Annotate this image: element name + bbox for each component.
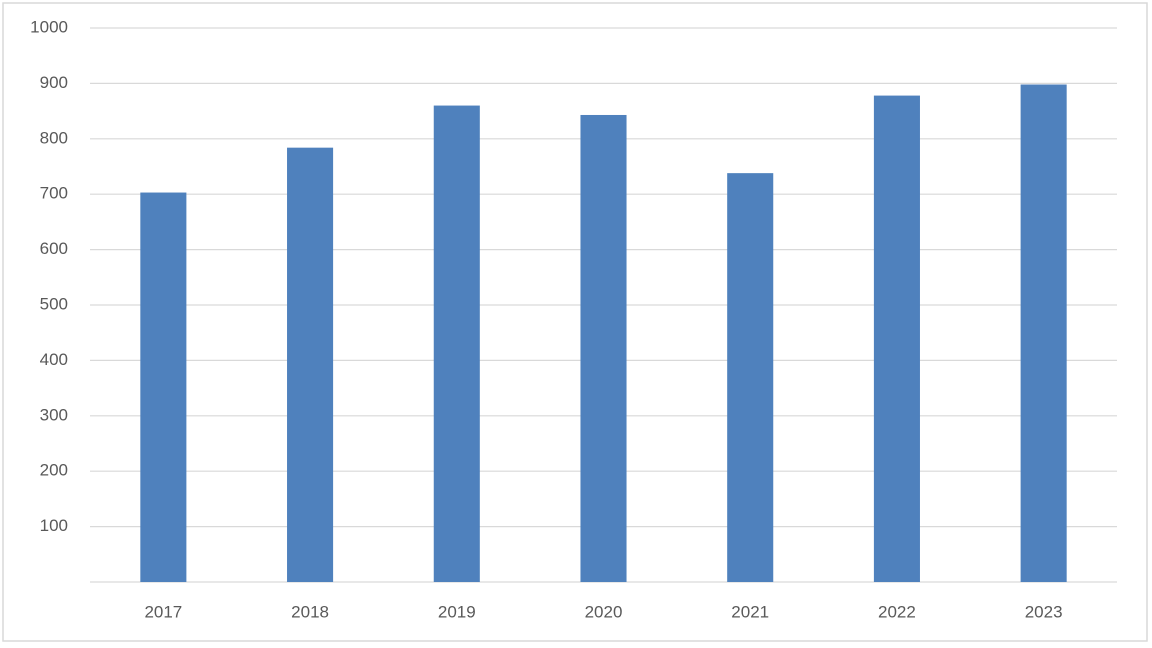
bar (727, 173, 774, 582)
x-tick-label: 2017 (144, 602, 182, 621)
y-tick-label: 100 (40, 516, 68, 535)
y-tick-label: 1000 (30, 17, 68, 36)
y-tick-label: 900 (40, 73, 68, 92)
y-tick-label: 800 (40, 128, 68, 147)
bar (1020, 84, 1067, 583)
y-tick-label: 200 (40, 461, 68, 480)
x-tick-label: 2019 (438, 602, 476, 621)
y-tick-label: 400 (40, 350, 68, 369)
y-tick-label: 600 (40, 239, 68, 258)
x-tick-label: 2020 (585, 602, 623, 621)
x-tick-label: 2022 (878, 602, 916, 621)
bar (873, 95, 920, 582)
bar (140, 192, 187, 582)
x-tick-label: 2023 (1025, 602, 1063, 621)
y-tick-label: 500 (40, 294, 68, 313)
x-tick-label: 2021 (731, 602, 769, 621)
bar (433, 105, 480, 582)
bar (580, 114, 627, 582)
x-tick-label: 2018 (291, 602, 329, 621)
y-tick-label: 700 (40, 184, 68, 203)
bar (287, 147, 334, 582)
y-tick-label: 300 (40, 405, 68, 424)
